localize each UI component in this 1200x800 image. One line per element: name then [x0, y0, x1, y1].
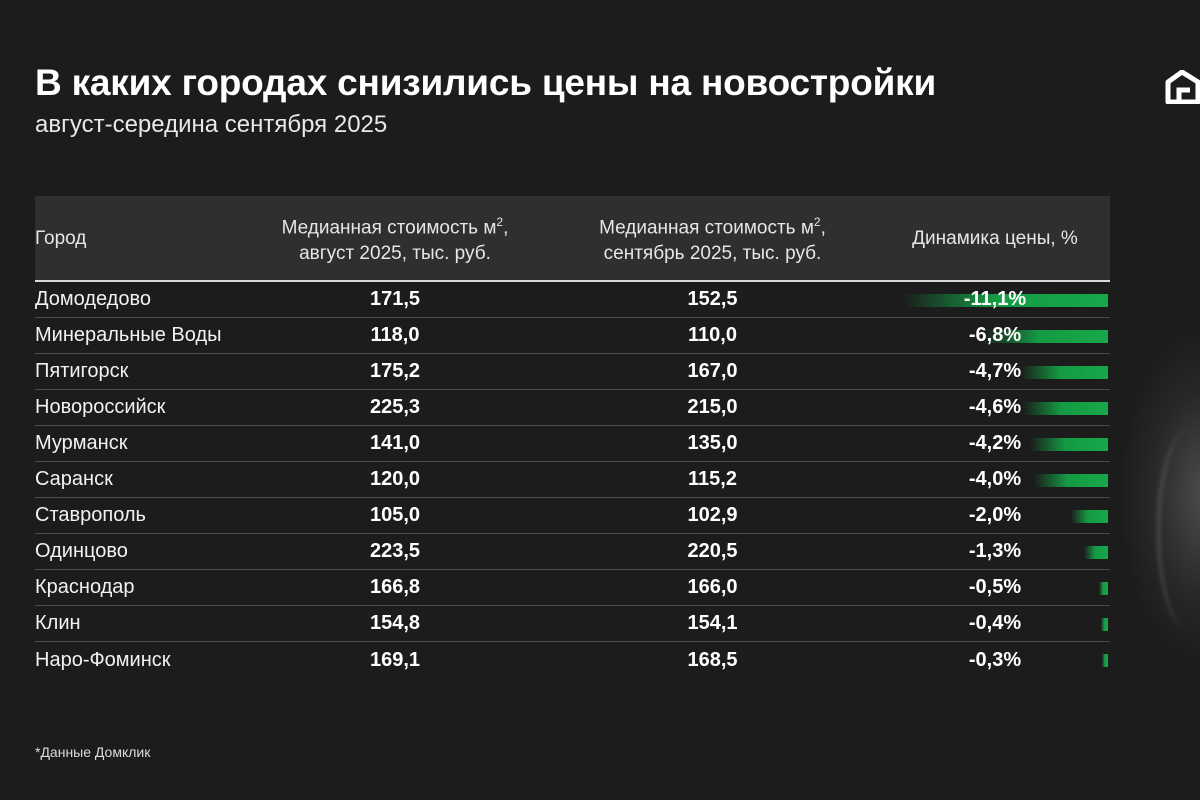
cell-september-price: 102,9	[687, 504, 738, 526]
cell-september-price: 220,5	[687, 540, 738, 562]
cell-august-price: 141,0	[369, 432, 421, 454]
table-row: Саранск 120,0 115,2 -4,0%	[35, 462, 1110, 498]
change-label: -4,7%	[968, 360, 1022, 382]
cell-dynamics: -4,2%	[880, 426, 1110, 462]
table-row: Краснодар 166,8 166,0 -0,5%	[35, 570, 1110, 606]
table-row: Клин 154,8 154,1 -0,4%	[35, 606, 1110, 642]
change-label: -11,1%	[963, 288, 1027, 310]
house-logo-icon	[1165, 70, 1200, 104]
change-bar	[1071, 509, 1108, 523]
cell-september-price: 135,0	[687, 432, 738, 454]
change-bar	[903, 293, 1108, 307]
cell-dynamics: -2,0%	[880, 498, 1110, 534]
table-row: Мурманск 141,0 135,0 -4,2%	[35, 426, 1110, 462]
cell-august-price: 166,8	[369, 576, 421, 598]
cell-august-price: 154,8	[369, 612, 421, 634]
cell-september-price: 167,0	[687, 360, 738, 382]
cell-city: Новороссийск	[35, 396, 166, 418]
table-header: Город Медианная стоимость м2, август 202…	[35, 196, 1110, 282]
table-row: Ставрополь 105,0 102,9 -2,0%	[35, 498, 1110, 534]
cell-august-price: 171,5	[369, 288, 421, 310]
header-dynamics: Динамика цены, %	[912, 227, 1078, 249]
change-label: -1,3%	[968, 540, 1022, 562]
cell-september-price: 168,5	[687, 648, 738, 671]
table-row: Одинцово 223,5 220,5 -1,3%	[35, 534, 1110, 570]
decorative-glow-ring	[1157, 430, 1200, 630]
header-september-comma: ,	[820, 217, 826, 239]
cell-august-price: 105,0	[369, 504, 421, 526]
cell-city: Мурманск	[35, 432, 128, 454]
header-september-sup: 2	[813, 215, 821, 230]
cell-city: Краснодар	[35, 576, 135, 598]
cell-september-price: 166,0	[687, 576, 738, 598]
cell-dynamics: -0,4%	[880, 606, 1110, 642]
cell-city: Минеральные Воды	[35, 324, 222, 346]
header-september: Медианная стоимость м2, сентябрь 2025, т…	[545, 210, 880, 265]
table-row: Домодедово 171,5 152,5 -11,1%	[35, 282, 1110, 318]
header-august-line1: Медианная стоимость м	[281, 217, 497, 239]
cell-city: Саранск	[35, 468, 113, 490]
change-bar	[1098, 581, 1108, 595]
change-label: -4,2%	[968, 432, 1022, 454]
header-august-comma: ,	[503, 217, 509, 239]
cell-august-price: 169,1	[369, 648, 421, 671]
cell-city: Наро-Фоминск	[35, 648, 171, 671]
cell-dynamics: -1,3%	[880, 534, 1110, 570]
table-row: Наро-Фоминск 169,1 168,5 -0,3%	[35, 642, 1110, 678]
change-bar	[1084, 545, 1108, 559]
cell-august-price: 175,2	[369, 360, 421, 382]
header-august-sup: 2	[496, 215, 504, 230]
cell-city: Пятигорск	[35, 360, 129, 382]
cell-city: Одинцово	[35, 540, 128, 562]
table-body: Домодедово 171,5 152,5 -11,1% Минеральные Во…	[35, 282, 1110, 678]
change-bar	[1021, 365, 1108, 379]
cell-september-price: 152,5	[687, 288, 738, 310]
header-september-line1: Медианная стоимость м	[599, 217, 814, 239]
change-label: -0,5%	[968, 576, 1022, 598]
change-label: -4,0%	[968, 468, 1022, 490]
change-label: -6,8%	[968, 324, 1022, 346]
change-label: -2,0%	[968, 504, 1022, 526]
change-bar	[1023, 401, 1108, 415]
cell-city: Клин	[35, 612, 81, 634]
table-row: Минеральные Воды 118,0 110,0 -6,8%	[35, 318, 1110, 354]
header-august: Медианная стоимость м2, август 2025, тыс…	[245, 210, 545, 265]
cell-dynamics: -0,5%	[880, 570, 1110, 606]
cell-city: Домодедово	[35, 288, 151, 310]
cell-dynamics: -4,7%	[880, 354, 1110, 390]
change-bar	[1100, 617, 1108, 631]
change-bar	[1030, 437, 1108, 451]
change-label: -0,3%	[968, 648, 1022, 671]
footnote: *Данные Домклик	[35, 744, 151, 760]
header-city: Город	[35, 227, 87, 249]
cell-dynamics: -4,0%	[880, 462, 1110, 498]
table-row: Пятигорск 175,2 167,0 -4,7%	[35, 354, 1110, 390]
cell-august-price: 225,3	[369, 396, 421, 418]
change-label: -4,6%	[968, 396, 1022, 418]
page-title: В каких городах снизились цены на новост…	[35, 62, 937, 103]
header-september-line2: сентябрь 2025, тыс. руб.	[603, 242, 822, 264]
cell-dynamics: -4,6%	[880, 390, 1110, 426]
header-august-line2: август 2025, тыс. руб.	[299, 242, 491, 264]
cell-september-price: 110,0	[688, 324, 737, 346]
cell-august-price: 118,0	[370, 324, 420, 346]
change-bar	[982, 329, 1108, 343]
cell-september-price: 154,1	[687, 612, 738, 634]
page-subtitle: август-середина сентября 2025	[35, 111, 388, 138]
price-table: Город Медианная стоимость м2, август 202…	[35, 196, 1110, 678]
cell-city: Ставрополь	[35, 504, 146, 526]
change-bar	[1102, 654, 1108, 667]
cell-dynamics: -0,3%	[880, 642, 1110, 678]
cell-september-price: 115,2	[688, 468, 737, 490]
table-row: Новороссийск 225,3 215,0 -4,6%	[35, 390, 1110, 426]
cell-august-price: 120,0	[369, 468, 421, 490]
change-label: -0,4%	[968, 612, 1022, 634]
cell-september-price: 215,0	[687, 396, 738, 418]
cell-dynamics: -6,8%	[880, 318, 1110, 354]
cell-dynamics: -11,1%	[880, 282, 1110, 318]
change-bar	[1034, 473, 1108, 487]
cell-august-price: 223,5	[369, 540, 421, 562]
